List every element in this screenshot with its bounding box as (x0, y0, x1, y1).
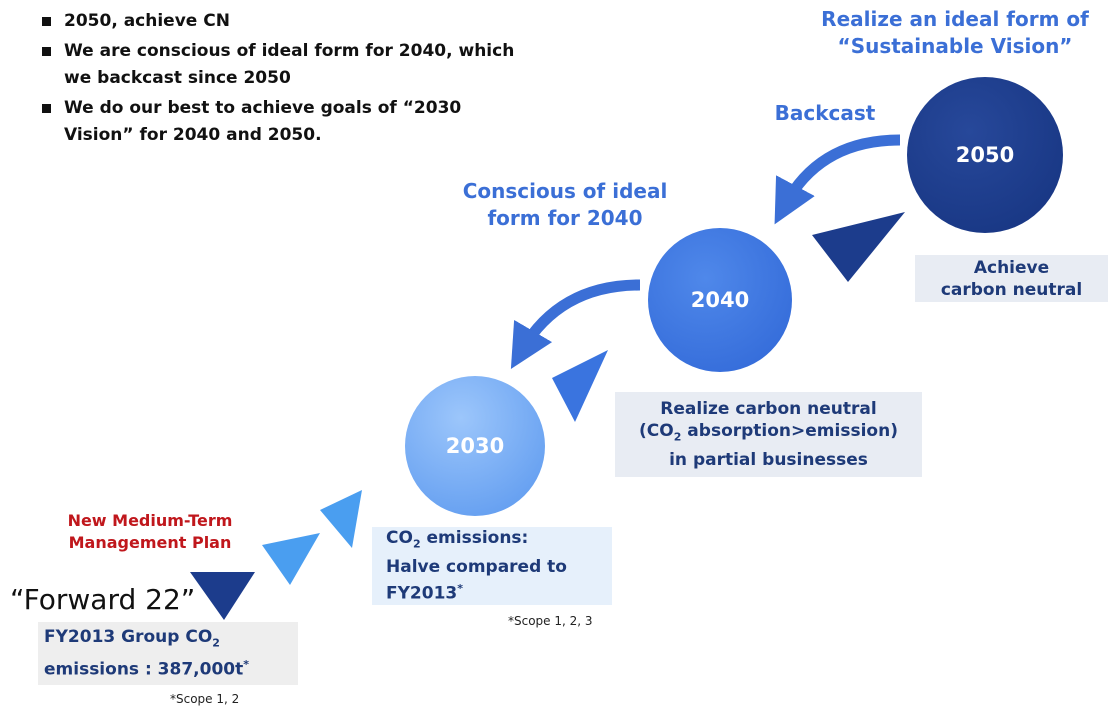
text-line: Management Plan (68, 533, 232, 552)
backcast-label: Backcast (774, 101, 876, 125)
step-triangle (552, 350, 608, 422)
step-triangle (812, 212, 905, 282)
box-2040: Realize carbon neutral (CO2 absorption>e… (615, 392, 922, 477)
step-triangle (320, 490, 362, 548)
backcast-arrow (774, 134, 901, 225)
text-line: FY2013* (386, 578, 612, 605)
text-line: “Sustainable Vision” (837, 34, 1073, 58)
superscript: * (243, 658, 249, 672)
text-line: Realize carbon neutral (660, 399, 877, 420)
subscript: 2 (412, 537, 421, 551)
text: emissions : 387,000t (44, 660, 244, 681)
text-line: Halve compared to (386, 556, 567, 577)
bullet: 2050, achieve CN (40, 8, 534, 35)
circle: 2050 (907, 77, 1063, 233)
forward-label: “Forward 22” (10, 583, 196, 616)
text-line: carbon neutral (940, 279, 1083, 300)
step-triangle (190, 572, 255, 620)
text-line: (CO2 absorption>emission) (615, 420, 922, 448)
subscript: 2 (212, 636, 220, 650)
box-2050: Achieve carbon neutral (915, 255, 1108, 302)
text: (CO (639, 421, 674, 442)
text: FY2013 (386, 583, 458, 604)
box-forward: FY2013 Group CO2 emissions : 387,000t* (38, 622, 298, 685)
text: absorption>emission) (681, 421, 898, 442)
text: FY2013 Group CO (44, 626, 213, 647)
vision-heading: Realize an ideal form of “Sustainable Vi… (790, 6, 1112, 60)
conscious-label: Conscious of ideal form for 2040 (440, 178, 690, 232)
note: *Scope 1, 2, 3 (508, 614, 593, 628)
text-line: Conscious of ideal (462, 179, 668, 203)
bullet: We are conscious of ideal form for 2040,… (40, 38, 534, 92)
backcast-arrow (510, 279, 641, 369)
superscript: * (457, 581, 464, 595)
text-line: Achieve (973, 257, 1050, 278)
note: *Scope 1, 2 (170, 692, 240, 706)
text-line: form for 2040 (487, 206, 643, 230)
text: emissions: (420, 528, 529, 549)
text-line: emissions : 387,000t* (44, 654, 298, 681)
text-line: in partial businesses (669, 449, 868, 470)
step-triangle (262, 533, 320, 585)
plan-label: New Medium-Term Management Plan (30, 510, 270, 554)
subscript: 2 (673, 430, 682, 444)
circle: 2030 (405, 376, 545, 516)
text-line: FY2013 Group CO2 (44, 626, 298, 654)
text-line: CO2 emissions: (386, 527, 612, 555)
text-line: Realize an ideal form of (821, 7, 1089, 31)
text-line: New Medium-Term (67, 511, 233, 530)
bullet: We do our best to achieve goals of “2030… (40, 95, 534, 149)
box-2030: CO2 emissions: Halve compared to FY2013* (372, 527, 612, 605)
circle: 2040 (648, 228, 792, 372)
text: CO (386, 528, 413, 549)
